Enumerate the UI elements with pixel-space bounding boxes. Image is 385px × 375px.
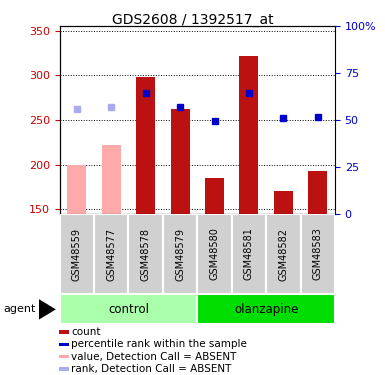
Text: GSM48578: GSM48578 — [141, 228, 151, 280]
Text: control: control — [108, 303, 149, 316]
Bar — [136, 77, 155, 214]
Text: GSM48582: GSM48582 — [278, 228, 288, 280]
Bar — [232, 214, 266, 294]
Bar — [67, 165, 86, 214]
Bar — [59, 355, 69, 358]
Bar — [59, 330, 69, 334]
Bar — [301, 214, 335, 294]
Text: olanzapine: olanzapine — [234, 303, 298, 316]
Polygon shape — [38, 299, 56, 320]
Text: count: count — [72, 327, 101, 337]
Text: GSM48581: GSM48581 — [244, 228, 254, 280]
Text: GSM48579: GSM48579 — [175, 228, 185, 280]
Bar — [197, 214, 232, 294]
Bar — [205, 178, 224, 214]
Bar — [94, 214, 129, 294]
Text: rank, Detection Call = ABSENT: rank, Detection Call = ABSENT — [72, 364, 232, 374]
Text: percentile rank within the sample: percentile rank within the sample — [72, 339, 247, 349]
Bar — [274, 191, 293, 214]
Text: GSM48577: GSM48577 — [106, 228, 116, 280]
Text: GSM48559: GSM48559 — [72, 228, 82, 280]
Bar — [197, 294, 335, 324]
Bar — [59, 367, 69, 371]
Text: GSM48583: GSM48583 — [313, 228, 323, 280]
Bar — [129, 214, 163, 294]
Bar — [308, 171, 327, 214]
Text: agent: agent — [4, 304, 36, 314]
Bar — [60, 294, 197, 324]
Bar — [60, 214, 94, 294]
Text: GDS2608 / 1392517_at: GDS2608 / 1392517_at — [112, 13, 273, 27]
Text: GSM48580: GSM48580 — [209, 228, 219, 280]
Bar — [59, 342, 69, 346]
Text: value, Detection Call = ABSENT: value, Detection Call = ABSENT — [72, 352, 237, 362]
Bar — [171, 109, 189, 214]
Bar — [266, 214, 301, 294]
Bar — [102, 145, 121, 214]
Bar — [163, 214, 197, 294]
Bar — [239, 56, 258, 214]
